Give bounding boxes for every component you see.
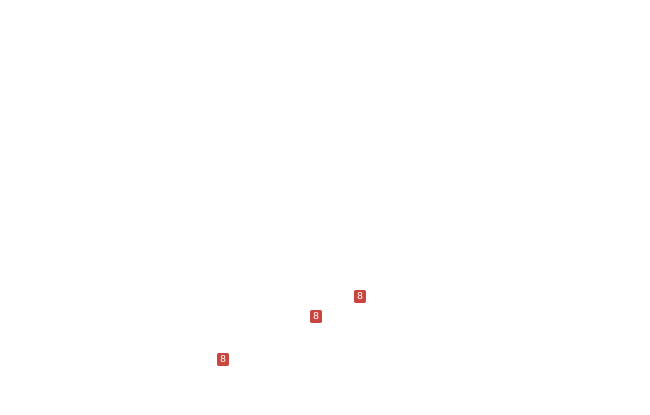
cluster-count-label: 8 [220,353,226,365]
cluster-count-label: 8 [313,310,319,322]
cluster-marker[interactable]: 8 [217,353,229,366]
cluster-count-label: 8 [357,290,363,302]
cluster-marker[interactable]: 8 [310,310,322,323]
cluster-marker[interactable]: 8 [354,290,366,303]
